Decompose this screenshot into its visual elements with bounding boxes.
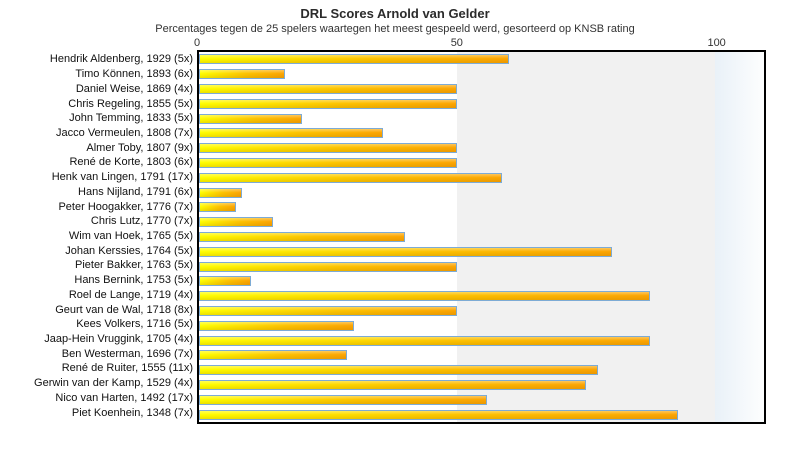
category-label: Hans Nijland, 1791 (6x) — [78, 185, 193, 198]
category-label: Daniel Weise, 1869 (4x) — [75, 82, 193, 95]
category-label: Peter Hoogakker, 1776 (7x) — [58, 200, 193, 213]
bar — [199, 320, 354, 331]
bar-row — [199, 392, 764, 407]
plot-wrap: 0 50 100 — [193, 36, 766, 424]
bar — [199, 276, 251, 287]
bar — [199, 172, 503, 183]
chart-area: Hendrik Aldenberg, 1929 (5x) Timo Können,… — [0, 36, 790, 424]
bar — [199, 83, 457, 94]
category-label: René de Ruiter, 1555 (11x) — [61, 362, 193, 375]
category-label: René de Korte, 1803 (6x) — [69, 156, 193, 169]
bar-row — [199, 52, 764, 67]
bar-row — [199, 82, 764, 97]
category-axis-labels: Hendrik Aldenberg, 1929 (5x) Timo Können,… — [0, 36, 197, 424]
category-label: Timo Können, 1893 (6x) — [75, 68, 193, 81]
bar — [199, 128, 384, 139]
chart-subtitle: Percentages tegen de 25 spelers waartege… — [155, 23, 635, 35]
bar-row — [199, 111, 764, 126]
category-label: John Temming, 1833 (5x) — [69, 112, 193, 125]
x-axis-tick-label: 100 — [707, 37, 726, 49]
bar-row — [199, 407, 764, 422]
bar-row — [199, 67, 764, 82]
bar — [199, 157, 457, 168]
bar-row — [199, 274, 764, 289]
bar-row — [199, 200, 764, 215]
bar — [199, 113, 303, 124]
bar — [199, 305, 457, 316]
category-label: Henk van Lingen, 1791 (17x) — [51, 171, 193, 184]
category-label: Kees Volkers, 1716 (5x) — [76, 318, 193, 331]
bar-row — [199, 156, 764, 171]
bar-row — [199, 141, 764, 156]
category-label: Roel de Lange, 1719 (4x) — [68, 288, 193, 301]
bar — [199, 187, 242, 198]
bar-row — [199, 289, 764, 304]
bar-row — [199, 244, 764, 259]
category-label: Nico van Harten, 1492 (17x) — [55, 391, 193, 404]
bar-row — [199, 348, 764, 363]
bar — [199, 291, 651, 302]
bar-row — [199, 363, 764, 378]
bar — [199, 261, 457, 272]
category-label: Ben Westerman, 1696 (7x) — [61, 347, 193, 360]
category-label: Jacco Vermeulen, 1808 (7x) — [56, 126, 193, 139]
bar — [199, 231, 406, 242]
bar — [199, 143, 457, 154]
category-label: Jaap-Hein Vruggink, 1705 (4x) — [44, 333, 193, 346]
x-axis-tick-label: 0 — [193, 37, 201, 49]
bar-row — [199, 96, 764, 111]
x-axis: 0 50 100 — [193, 36, 766, 50]
bar — [199, 350, 347, 361]
bar — [199, 202, 236, 213]
category-label: Gerwin van der Kamp, 1529 (4x) — [34, 377, 193, 390]
category-label: Almer Toby, 1807 (9x) — [86, 141, 193, 154]
category-label: Chris Lutz, 1770 (7x) — [90, 215, 193, 228]
bar-row — [199, 304, 764, 319]
bar-row — [199, 333, 764, 348]
bar — [199, 335, 651, 346]
bar — [199, 98, 457, 109]
bar — [199, 217, 273, 228]
category-label: Wim van Hoek, 1765 (5x) — [68, 229, 193, 242]
category-label: Geurt van de Wal, 1718 (8x) — [55, 303, 193, 316]
category-label: Johan Kerssies, 1764 (5x) — [65, 244, 193, 257]
bar — [199, 394, 488, 405]
bar — [199, 379, 586, 390]
bar — [199, 246, 612, 257]
category-label: Piet Koenhein, 1348 (7x) — [71, 406, 193, 419]
category-label: Hans Bernink, 1753 (5x) — [74, 274, 193, 287]
bar-row — [199, 230, 764, 245]
bar-row — [199, 170, 764, 185]
bar — [199, 365, 598, 376]
bar — [199, 409, 679, 420]
category-label: Pieter Bakker, 1763 (5x) — [74, 259, 193, 272]
plot-area — [197, 50, 766, 424]
bar-row — [199, 126, 764, 141]
bar — [199, 69, 286, 80]
bar-row — [199, 215, 764, 230]
bar-row — [199, 185, 764, 200]
category-label: Hendrik Aldenberg, 1929 (5x) — [49, 53, 193, 66]
bar-row — [199, 259, 764, 274]
bar — [199, 54, 509, 65]
bar-row — [199, 378, 764, 393]
chart-title: DRL Scores Arnold van Gelder — [300, 6, 490, 21]
category-label: Chris Regeling, 1855 (5x) — [68, 97, 193, 110]
bar-row — [199, 318, 764, 333]
x-axis-tick-label: 50 — [450, 37, 463, 49]
